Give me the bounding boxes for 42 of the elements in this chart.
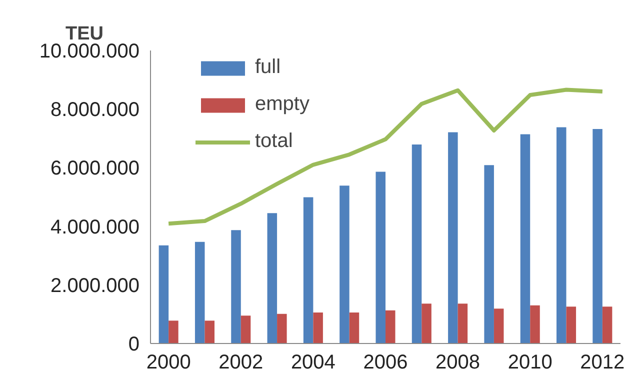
legend-label: full — [255, 56, 281, 79]
bar — [168, 320, 178, 344]
bar — [530, 305, 540, 344]
bar — [303, 197, 314, 344]
bar — [494, 308, 504, 344]
bar — [422, 304, 432, 344]
x-tick-label: 2012 — [580, 352, 625, 374]
y-tick-label: 8.000.000 — [50, 99, 140, 122]
legend-label: empty — [255, 93, 310, 116]
y-tick-label: 6.000.000 — [50, 158, 140, 180]
bar — [556, 127, 566, 344]
bar — [602, 306, 612, 344]
bar — [240, 316, 251, 344]
bar — [267, 213, 278, 344]
bar — [592, 129, 602, 344]
x-tick-label: 2010 — [508, 352, 552, 374]
y-tick-label: 0 — [128, 334, 140, 356]
bar — [376, 172, 386, 344]
bar — [386, 310, 396, 344]
bar — [458, 304, 468, 344]
y-tick-label: 2.000.000 — [50, 274, 140, 297]
bar — [158, 245, 169, 344]
bar — [520, 134, 530, 344]
bar — [484, 165, 494, 344]
legend-label: total — [255, 130, 293, 153]
x-tick-label: 2000 — [146, 352, 191, 374]
y-tick-label: 4.000.000 — [50, 216, 140, 238]
x-tick-label: 2006 — [363, 352, 408, 374]
bar — [194, 242, 205, 344]
bar — [566, 306, 576, 344]
bar — [349, 312, 360, 344]
bar — [340, 186, 350, 344]
x-tick-label: 2008 — [436, 352, 480, 374]
bar — [412, 144, 422, 344]
bar — [313, 312, 323, 344]
bar — [448, 132, 458, 344]
bar — [277, 314, 287, 344]
x-tick-label: 2004 — [290, 352, 336, 374]
bar — [231, 230, 241, 344]
bar — [204, 320, 214, 344]
x-tick-label: 2002 — [218, 352, 264, 374]
line-series — [166, 88, 604, 226]
